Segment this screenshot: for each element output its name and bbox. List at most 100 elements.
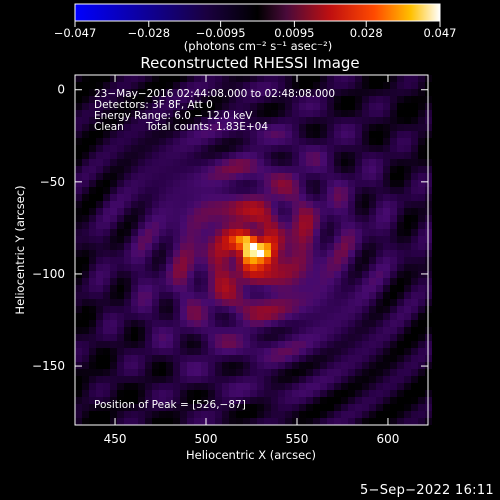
heatmap-pixel: [131, 243, 138, 250]
heatmap-pixel: [96, 229, 103, 236]
heatmap-pixel: [383, 362, 390, 369]
heatmap-pixel: [306, 348, 313, 355]
heatmap-pixel: [264, 75, 271, 82]
heatmap-pixel: [222, 250, 229, 257]
heatmap-pixel: [348, 362, 355, 369]
heatmap-pixel: [166, 96, 173, 103]
colorbar-tick-label: −0.028: [127, 26, 170, 40]
heatmap-pixel: [110, 341, 117, 348]
heatmap-pixel: [320, 285, 327, 292]
heatmap-pixel: [313, 166, 320, 173]
heatmap-pixel: [145, 411, 152, 418]
heatmap-pixel: [285, 411, 292, 418]
heatmap-pixel: [418, 383, 425, 390]
heatmap-pixel: [166, 327, 173, 334]
heatmap-pixel: [383, 250, 390, 257]
heatmap-pixel: [166, 369, 173, 376]
heatmap-pixel: [306, 278, 313, 285]
colorbar-tick-label: −0.0095: [196, 26, 246, 40]
x-tick-label: 600: [377, 432, 400, 446]
heatmap-pixel: [355, 306, 362, 313]
heatmap-pixel: [215, 96, 222, 103]
heatmap-pixel: [201, 222, 208, 229]
heatmap-pixel: [278, 278, 285, 285]
heatmap-pixel: [327, 292, 334, 299]
heatmap-pixel: [201, 124, 208, 131]
heatmap-pixel: [278, 376, 285, 383]
heatmap-pixel: [404, 418, 411, 425]
colorbar-tick-label: 0.047: [424, 26, 457, 40]
heatmap-pixel: [166, 376, 173, 383]
heatmap-pixel: [110, 180, 117, 187]
heatmap-pixel: [131, 222, 138, 229]
heatmap-pixel: [222, 201, 229, 208]
heatmap-pixel: [355, 390, 362, 397]
heatmap-pixel: [152, 138, 159, 145]
heatmap-pixel: [131, 250, 138, 257]
heatmap-pixel: [124, 222, 131, 229]
heatmap-pixel: [243, 138, 250, 145]
heatmap-pixel: [362, 201, 369, 208]
heatmap-pixel: [187, 334, 194, 341]
heatmap-pixel: [173, 397, 180, 404]
heatmap-pixel: [145, 243, 152, 250]
heatmap-pixel: [369, 243, 376, 250]
heatmap-pixel: [82, 166, 89, 173]
heatmap-pixel: [355, 327, 362, 334]
heatmap-pixel: [145, 166, 152, 173]
heatmap-pixel: [117, 173, 124, 180]
heatmap-pixel: [278, 180, 285, 187]
heatmap-pixel: [215, 404, 222, 411]
heatmap-pixel: [166, 208, 173, 215]
heatmap-pixel: [397, 327, 404, 334]
heatmap-pixel: [103, 348, 110, 355]
heatmap-pixel: [292, 208, 299, 215]
heatmap-pixel: [390, 362, 397, 369]
heatmap-pixel: [418, 208, 425, 215]
heatmap-pixel: [215, 271, 222, 278]
heatmap-pixel: [250, 166, 257, 173]
heatmap-pixel: [159, 250, 166, 257]
heatmap-pixel: [236, 201, 243, 208]
heatmap-pixel: [397, 145, 404, 152]
heatmap-pixel: [369, 96, 376, 103]
heatmap-pixel: [75, 124, 82, 131]
heatmap-pixel: [257, 201, 264, 208]
heatmap-pixel: [82, 376, 89, 383]
heatmap-pixel: [292, 243, 299, 250]
heatmap-pixel: [306, 222, 313, 229]
heatmap-pixel: [180, 180, 187, 187]
heatmap-pixel: [117, 348, 124, 355]
heatmap-pixel: [404, 390, 411, 397]
heatmap-pixel: [348, 187, 355, 194]
heatmap-pixel: [145, 299, 152, 306]
heatmap-pixel: [208, 75, 215, 82]
heatmap-pixel: [362, 173, 369, 180]
heatmap-pixel: [117, 236, 124, 243]
heatmap-pixel: [201, 292, 208, 299]
heatmap-pixel: [397, 257, 404, 264]
heatmap-pixel: [250, 180, 257, 187]
heatmap-pixel: [229, 110, 236, 117]
heatmap-pixel: [117, 411, 124, 418]
heatmap-pixel: [117, 292, 124, 299]
heatmap-pixel: [376, 383, 383, 390]
heatmap-pixel: [362, 411, 369, 418]
heatmap-pixel: [236, 264, 243, 271]
heatmap-pixel: [411, 383, 418, 390]
heatmap-pixel: [278, 75, 285, 82]
heatmap-pixel: [117, 250, 124, 257]
heatmap-pixel: [201, 75, 208, 82]
heatmap-pixel: [96, 117, 103, 124]
heatmap-pixel: [313, 404, 320, 411]
heatmap-pixel: [257, 229, 264, 236]
heatmap-pixel: [376, 404, 383, 411]
heatmap-pixel: [180, 208, 187, 215]
heatmap-pixel: [187, 327, 194, 334]
heatmap-pixel: [187, 243, 194, 250]
heatmap-pixel: [292, 257, 299, 264]
heatmap-pixel: [369, 208, 376, 215]
heatmap-pixel: [145, 159, 152, 166]
heatmap-pixel: [180, 152, 187, 159]
